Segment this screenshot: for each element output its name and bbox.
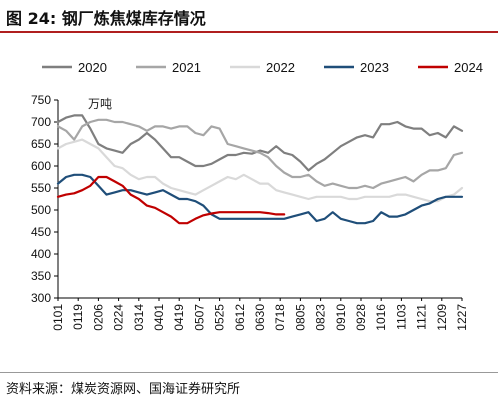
legend-label-2021: 2021	[172, 60, 201, 75]
x-tick-label: 0401	[152, 304, 166, 331]
legend-label-2020: 2020	[78, 60, 107, 75]
series-line-2020	[56, 114, 464, 172]
x-tick-label: 1227	[455, 304, 469, 331]
y-unit-label: 万吨	[88, 97, 112, 111]
legend-label-2023: 2023	[360, 60, 389, 75]
footer-divider	[0, 372, 498, 373]
x-tick-label: 0630	[253, 304, 267, 331]
series-line-2022	[56, 138, 464, 203]
legend-label-2024: 2024	[454, 60, 483, 75]
x-tick-label: 0206	[91, 304, 105, 331]
x-tick-label: 1121	[415, 304, 429, 330]
y-tick-label: 350	[31, 269, 51, 283]
series-line-2024	[56, 175, 286, 225]
y-tick-label: 650	[31, 137, 51, 151]
figure-title: 图 24: 钢厂炼焦煤库存情况	[6, 9, 206, 28]
chart-axes: 300 350 400 450 500 550 600 650 700 750 0101 0119 02…	[31, 93, 469, 331]
x-tick-label: 1103	[394, 304, 408, 330]
x-tick-label: 0910	[334, 304, 348, 331]
y-tick-label: 600	[31, 159, 51, 173]
title-divider	[0, 31, 498, 33]
x-tick-label: 0119	[71, 304, 85, 330]
y-tick-label: 400	[31, 247, 51, 261]
x-tick-label: 0419	[172, 304, 186, 331]
x-tick-label: 0101	[51, 304, 65, 331]
chart-series-lines	[56, 114, 464, 225]
y-tick-label: 300	[31, 291, 51, 305]
x-tick-label: 1016	[374, 304, 388, 331]
series-line-2023	[56, 173, 464, 225]
x-tick-label: 0805	[293, 304, 307, 331]
legend-label-2022: 2022	[266, 60, 295, 75]
x-tick-label: 0314	[132, 304, 146, 331]
x-tick-label: 0718	[273, 304, 287, 331]
x-tick-label: 0224	[112, 304, 126, 331]
stock-line-chart: 2020 2021 2022 2023 2024 万吨 300 350 400 450 500 5…	[31, 60, 483, 331]
x-tick-label: 1209	[435, 304, 449, 331]
x-tick-label: 0612	[233, 304, 247, 331]
x-tick-label: 0525	[213, 304, 227, 331]
x-tick-label: 0928	[354, 304, 368, 331]
y-tick-label: 450	[31, 225, 51, 239]
series-line-2021	[56, 118, 464, 190]
chart-legend: 2020 2021 2022 2023 2024	[42, 60, 483, 75]
figure-header: 图 24: 钢厂炼焦煤库存情况	[0, 0, 498, 33]
x-tick-label: 0823	[314, 304, 328, 331]
x-tick-label: 0507	[192, 304, 206, 331]
source-note: 资料来源：煤炭资源网、国海证券研究所	[6, 382, 241, 397]
y-tick-label: 750	[31, 93, 51, 107]
y-tick-label: 500	[31, 203, 51, 217]
y-tick-label: 700	[31, 115, 51, 129]
y-tick-label: 550	[31, 181, 51, 195]
